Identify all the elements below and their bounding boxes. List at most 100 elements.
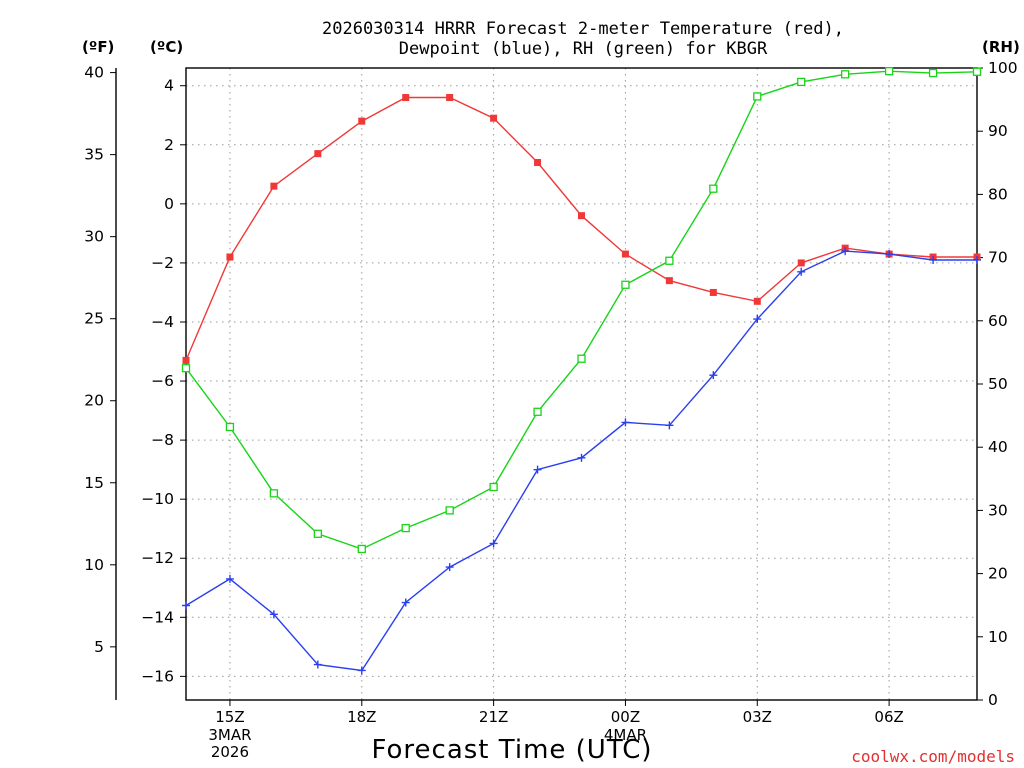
dewpoint-point xyxy=(577,453,586,462)
fahrenheit-tick-label: 40 xyxy=(84,64,104,82)
dewpoint-point xyxy=(841,247,850,256)
rh-tick-label: 0 xyxy=(988,691,998,709)
fahrenheit-tick-label: 5 xyxy=(94,638,104,656)
celsius-tick-label: 0 xyxy=(164,195,174,213)
rh-tick-label: 80 xyxy=(988,185,1008,203)
celsius-tick-label: 4 xyxy=(164,77,174,95)
dewpoint-point xyxy=(621,418,630,427)
dewpoint-point xyxy=(225,574,234,583)
celsius-tick-label: −2 xyxy=(151,254,174,272)
temperature-point xyxy=(709,288,717,296)
celsius-tick-label: 2 xyxy=(164,136,174,154)
x-tick-label: 03Z xyxy=(743,708,772,726)
rh-tick-label: 30 xyxy=(988,501,1008,519)
dewpoint-point xyxy=(797,267,806,276)
dewpoint-point xyxy=(973,255,981,264)
rh-point xyxy=(533,407,542,416)
temperature-point xyxy=(797,259,805,267)
rh-point xyxy=(269,489,279,498)
fahrenheit-tick-label: 25 xyxy=(84,310,104,328)
rh-point xyxy=(313,529,322,538)
temperature-point xyxy=(446,94,454,102)
celsius-tick-label: −8 xyxy=(151,431,174,449)
temperature-point xyxy=(578,212,585,220)
celsius-unit-label: (ºC) xyxy=(150,38,183,56)
celsius-tick-label: −14 xyxy=(141,608,174,626)
rh-point xyxy=(489,482,498,492)
rh-point xyxy=(181,364,191,373)
rh-point xyxy=(972,67,982,76)
dewpoint-point xyxy=(313,660,322,669)
fahrenheit-tick-label: 15 xyxy=(84,474,104,492)
tick-labels: 420−2−4−6−8−10−12−14−1640353025201510510… xyxy=(84,59,1017,761)
rh-point xyxy=(577,354,586,363)
dewpoint-point xyxy=(357,666,366,675)
dewpoint-point xyxy=(709,371,718,380)
fahrenheit-tick-label: 20 xyxy=(84,392,104,410)
rh-point xyxy=(445,506,454,515)
temperature-point xyxy=(314,150,322,158)
dewpoint-point xyxy=(489,539,498,548)
axes xyxy=(110,67,983,706)
dewpoint-point xyxy=(533,465,542,474)
x-tick-label: 21Z xyxy=(479,708,508,726)
dewpoint-point xyxy=(885,250,894,259)
dewpoint-point xyxy=(269,610,278,619)
rh-unit-label: (RH) xyxy=(982,38,1020,56)
rh-point xyxy=(841,70,850,79)
rh-tick-label: 50 xyxy=(988,375,1008,393)
celsius-tick-label: −12 xyxy=(141,549,174,567)
x-tick-sublabel: 3MAR xyxy=(208,726,251,744)
dewpoint-point xyxy=(445,563,454,572)
rh-line xyxy=(185,70,978,550)
temperature-point xyxy=(182,356,190,364)
temperature-point xyxy=(226,253,234,261)
rh-tick-label: 60 xyxy=(988,312,1008,330)
x-tick-sublabel: 2026 xyxy=(211,743,249,761)
temperature-point xyxy=(665,277,673,285)
series-lines xyxy=(181,67,982,675)
dewpoint-point xyxy=(665,421,674,430)
rh-point xyxy=(709,184,718,193)
fahrenheit-tick-label: 35 xyxy=(84,146,104,164)
rh-point xyxy=(621,280,630,289)
rh-point xyxy=(401,523,410,533)
celsius-tick-label: −6 xyxy=(151,372,174,390)
temperature-point xyxy=(402,94,410,102)
x-tick-label: 00Z xyxy=(611,708,640,726)
temperature-point xyxy=(270,182,278,190)
temperature-point xyxy=(621,250,629,258)
x-tick-label: 18Z xyxy=(347,708,376,726)
temperature-point xyxy=(534,159,542,167)
temperature-point xyxy=(490,114,498,122)
rh-point xyxy=(797,77,806,87)
celsius-tick-label: −10 xyxy=(141,490,174,508)
rh-point xyxy=(665,256,674,265)
temperature-line xyxy=(185,96,977,361)
rh-point xyxy=(753,92,762,101)
temperature-point xyxy=(753,297,761,305)
fahrenheit-unit-label: (ºF) xyxy=(82,38,114,56)
dewpoint-point xyxy=(753,315,762,324)
fahrenheit-tick-label: 30 xyxy=(84,228,104,246)
rh-tick-label: 20 xyxy=(988,565,1008,583)
credit-link[interactable]: coolwx.com/models xyxy=(851,747,1015,766)
x-axis-label: Forecast Time (UTC) xyxy=(371,735,652,765)
celsius-tick-label: −16 xyxy=(141,667,174,685)
rh-tick-label: 100 xyxy=(988,59,1018,77)
rh-tick-label: 70 xyxy=(988,249,1008,267)
rh-tick-label: 10 xyxy=(988,628,1008,646)
x-tick-label: 15Z xyxy=(215,708,244,726)
dewpoint-point xyxy=(929,255,938,264)
rh-point xyxy=(357,544,366,554)
rh-tick-label: 40 xyxy=(988,438,1008,456)
x-tick-sublabel: 4MAR xyxy=(604,726,647,744)
fahrenheit-tick-label: 10 xyxy=(84,556,104,574)
rh-point xyxy=(884,67,894,76)
celsius-tick-label: −4 xyxy=(151,313,174,331)
chart-title-line-1: 2026030314 HRRR Forecast 2-meter Tempera… xyxy=(322,19,844,39)
dewpoint-point xyxy=(401,598,410,607)
rh-point xyxy=(928,68,938,78)
rh-point xyxy=(225,422,235,432)
